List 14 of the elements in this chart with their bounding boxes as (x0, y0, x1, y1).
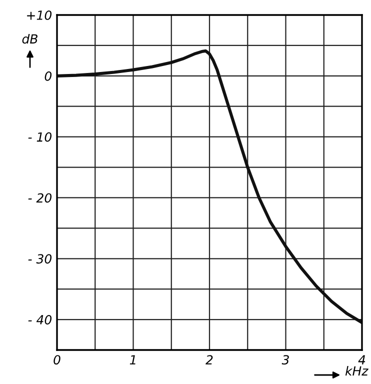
y-tick-label: +10 (27, 10, 52, 20)
x-tick-label: 0 (54, 355, 60, 365)
y-tick-label: 0 (44, 71, 52, 81)
y-tick-label: - 40 (28, 315, 52, 324)
x-tick-label: 4 (358, 355, 366, 364)
y-axis-title: dB (22, 34, 38, 44)
x-axis-title: kHz (345, 366, 368, 376)
x-tick-label: 3 (282, 355, 289, 365)
y-tick-label: - 30 (28, 254, 52, 264)
line-series (57, 49, 362, 324)
y-tick-label: - 10 (28, 132, 52, 142)
x-tick-label: 1 (130, 355, 136, 364)
y-tick-label: - 20 (28, 193, 52, 203)
x-tick-label: 2 (206, 355, 213, 364)
